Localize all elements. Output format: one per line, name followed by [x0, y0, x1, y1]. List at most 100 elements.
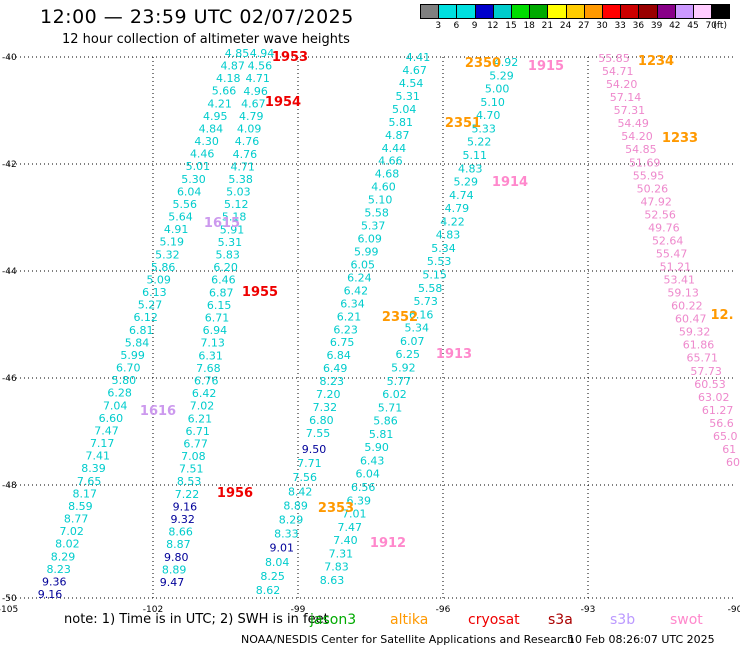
- legend-label: 24: [559, 21, 572, 31]
- swh-value: 4.67: [241, 97, 266, 110]
- swh-value: 6.43: [360, 455, 385, 468]
- pass-time-label: 2350: [465, 56, 501, 71]
- swh-value: 8.89: [283, 499, 308, 512]
- swh-value: 6.31: [198, 349, 223, 362]
- swh-value: 5.73: [413, 295, 438, 308]
- swh-value: 7.68: [196, 362, 221, 375]
- swh-value: 8.25: [260, 570, 285, 583]
- swh-value: 6.20: [213, 261, 238, 274]
- swh-value: 5.38: [228, 173, 253, 186]
- swh-value: 8.33: [274, 528, 299, 541]
- swh-value: 7.83: [324, 561, 349, 574]
- lat-tick-label: -44: [2, 267, 17, 277]
- swh-value: 5.31: [218, 236, 243, 249]
- swh-value: 57.73: [690, 365, 722, 378]
- swh-value: 4.30: [194, 135, 219, 148]
- swh-value: 7.40: [333, 534, 358, 547]
- swh-value: 9.50: [302, 443, 327, 456]
- legend-label: 15: [505, 21, 517, 31]
- swh-value: 63.02: [698, 391, 730, 404]
- swh-value: 4.74: [449, 189, 474, 202]
- swh-value: 59.13: [667, 287, 699, 300]
- swh-value: 5.91: [220, 223, 245, 236]
- pass-time-label: 1233: [662, 131, 698, 146]
- pass-time-label: 1234: [638, 54, 674, 69]
- pass-time-label: 2353: [318, 501, 354, 516]
- swh-value: 5.10: [480, 96, 505, 109]
- swh-value: 5.33: [471, 122, 496, 135]
- swh-value: 6.21: [188, 412, 213, 425]
- swh-value: 54.20: [606, 78, 638, 91]
- swh-value: 4.83: [458, 162, 483, 175]
- lon-tick-label: -90: [728, 605, 740, 615]
- swh-value: 56.6: [709, 417, 734, 430]
- swh-value: 5.83: [215, 249, 240, 262]
- swh-value: 9.16: [173, 500, 198, 513]
- legend-label: 30: [596, 21, 608, 31]
- swh-value: 4.92: [494, 56, 519, 69]
- satellite-name: s3b: [610, 612, 636, 628]
- swh-value: 6.04: [355, 468, 380, 481]
- swh-value: 5.99: [354, 246, 379, 259]
- swh-value: 5.30: [181, 173, 206, 186]
- swh-value: 8.63: [320, 574, 345, 587]
- swh-value: 5.27: [138, 299, 163, 312]
- swh-value: 5.53: [427, 255, 452, 268]
- legend-label: 27: [578, 21, 590, 31]
- swh-value: 6.13: [142, 286, 167, 299]
- pass-time-label: 2351: [445, 116, 481, 131]
- swh-value: 6.34: [340, 297, 365, 310]
- swh-value: 6.80: [309, 414, 334, 427]
- swh-value: 8.04: [265, 556, 290, 569]
- swh-value: 4.83: [436, 229, 461, 242]
- swh-value: 4.22: [440, 215, 465, 228]
- swh-value: 7.08: [181, 450, 206, 463]
- legend-label: 33: [614, 21, 626, 31]
- swh-value: 5.92: [391, 362, 416, 375]
- legend-label: 36: [632, 21, 645, 31]
- pass-time-label: 1955: [242, 285, 278, 300]
- swh-value: 5.66: [212, 85, 237, 98]
- swh-value: 7.71: [297, 457, 322, 470]
- swh-value: 5.99: [120, 349, 145, 362]
- satellite-name: s3a: [548, 612, 573, 628]
- color-legend: 3 6 9 12 15 18 21 24 27 30 33 36 39 42 45 70 (ft): [420, 4, 731, 38]
- swh-value: 57.31: [614, 104, 646, 117]
- swh-value: 6.28: [107, 387, 132, 400]
- swh-value: 4.56: [248, 60, 273, 73]
- swh-value: 51.69: [629, 156, 661, 169]
- swh-value: 9.47: [160, 576, 185, 589]
- swh-value: 9.80: [164, 551, 189, 564]
- lat-tick-label: -46: [2, 374, 17, 384]
- pass-time-label: 1913: [436, 347, 472, 362]
- swh-value: 4.70: [476, 109, 501, 122]
- legend-label: 21: [541, 21, 554, 31]
- swh-value: 6.42: [192, 387, 217, 400]
- pass-time-label: 12.: [710, 308, 733, 323]
- swh-value: 7.02: [59, 525, 84, 538]
- swh-value: 4.09: [237, 123, 262, 136]
- swh-value: 65.0: [713, 430, 738, 443]
- swh-value: 6.77: [183, 438, 208, 451]
- lon-tick-label: -105: [0, 605, 18, 615]
- swh-value: 7.51: [179, 463, 204, 476]
- swh-value: 6.76: [194, 375, 219, 388]
- swh-value: 4.76: [235, 135, 260, 148]
- legend-label: 42: [669, 21, 681, 31]
- swh-value: 61.86: [683, 339, 715, 352]
- swh-value: 6.12: [133, 311, 158, 324]
- lat-tick-label: -40: [2, 53, 17, 63]
- satellite-name: altika: [390, 612, 429, 628]
- swh-value: 5.31: [395, 90, 420, 103]
- swh-value: 5.29: [454, 176, 479, 189]
- swh-value: 60.53: [694, 378, 726, 391]
- swh-value: 5.09: [146, 274, 171, 287]
- swh-value: 7.32: [313, 401, 338, 414]
- swh-value: 4.41: [406, 51, 431, 64]
- swh-value: 9.32: [170, 513, 195, 526]
- swh-value: 51.21: [660, 261, 692, 274]
- swh-value: 8.23: [46, 563, 71, 576]
- swh-value: 9.16: [38, 588, 63, 601]
- swh-value: 4.85: [225, 47, 250, 60]
- swh-value: 9.36: [42, 575, 67, 588]
